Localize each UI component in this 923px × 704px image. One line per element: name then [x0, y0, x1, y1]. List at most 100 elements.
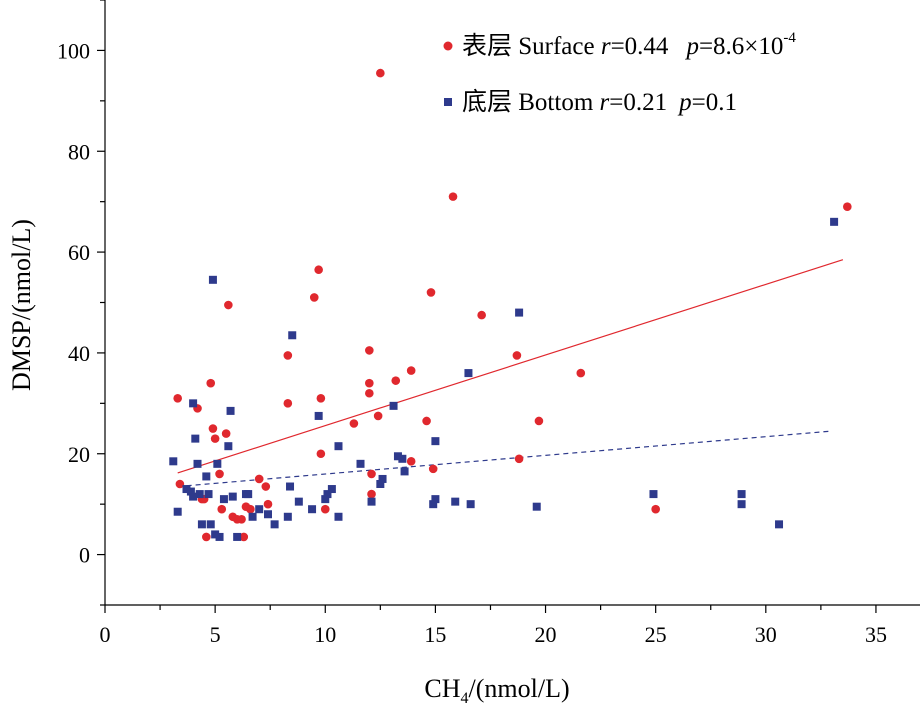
point-surface — [428, 464, 438, 474]
point-surface — [373, 411, 383, 421]
axes: 0 5 10 15 20 25 30 35 0 20 40 60 80 100 — [57, 0, 920, 647]
x-tick-label: 25 — [645, 622, 667, 647]
legend-surface-name: 表层 Surface — [462, 32, 595, 60]
point-bottom — [193, 459, 202, 468]
point-surface — [202, 532, 211, 542]
point-surface — [210, 434, 220, 443]
legend: 表层 Surface r=0.44 p=8.6×10-4 底层 Bottom r=… — [443, 30, 796, 116]
y-tick-label: 60 — [68, 240, 90, 265]
x-tick-label: 0 — [100, 622, 111, 647]
point-surface — [316, 393, 326, 403]
point-bottom — [314, 411, 323, 420]
x-tick-label: 30 — [755, 622, 777, 647]
point-surface — [422, 416, 431, 426]
legend-text-bottom: 底层 Bottom r=0.21 p=0.1 — [462, 88, 737, 116]
point-bottom — [189, 399, 198, 408]
legend-marker-surface — [443, 41, 453, 51]
legend-bottom-name: 底层 Bottom — [462, 88, 594, 116]
point-bottom — [775, 520, 784, 529]
point-bottom — [649, 490, 658, 499]
point-surface — [215, 469, 224, 479]
point-bottom — [398, 454, 407, 463]
point-surface — [367, 489, 376, 499]
point-bottom — [323, 490, 332, 499]
point-surface — [376, 68, 385, 78]
point-bottom — [244, 490, 253, 499]
point-bottom — [389, 401, 398, 410]
point-bottom — [206, 520, 215, 529]
point-bottom — [466, 500, 475, 509]
point-surface — [239, 532, 249, 542]
legend-entry-surface: 表层 Surface r=0.44 p=8.6×10-4 — [443, 30, 796, 60]
point-surface — [254, 474, 264, 484]
point-surface — [246, 504, 255, 514]
point-bottom — [737, 490, 746, 499]
point-surface — [224, 300, 233, 310]
point-bottom — [334, 442, 343, 451]
trend-line-surface — [177, 259, 844, 474]
point-bottom — [173, 507, 182, 516]
point-bottom — [195, 490, 204, 499]
legend-bottom-r-label: r — [600, 89, 610, 116]
point-surface — [283, 399, 293, 408]
point-bottom — [400, 467, 409, 476]
y-tick-label: 100 — [57, 38, 90, 63]
point-surface — [173, 393, 182, 403]
point-bottom — [226, 406, 235, 415]
y-axis-title: DMSP/(nmol/L) — [7, 219, 36, 391]
point-bottom — [431, 495, 440, 504]
legend-surface-p-label: p — [684, 33, 699, 60]
point-surface — [391, 376, 401, 385]
x-tick-label: 20 — [535, 622, 557, 647]
y-tick-label: 40 — [68, 341, 90, 366]
point-surface — [512, 351, 522, 360]
point-bottom — [376, 480, 385, 488]
point-surface — [263, 499, 273, 509]
data-points — [169, 68, 852, 542]
point-bottom — [197, 520, 206, 529]
point-bottom — [248, 512, 257, 521]
point-bottom — [737, 500, 746, 509]
legend-entry-bottom: 底层 Bottom r=0.21 p=0.1 — [444, 88, 737, 116]
point-surface — [237, 514, 246, 524]
point-surface — [406, 366, 416, 375]
x-axis-title-main: CH — [424, 674, 460, 703]
point-surface — [367, 469, 376, 479]
point-surface — [217, 504, 227, 514]
x-axis-title-subscript: 4 — [461, 690, 469, 704]
point-bottom — [224, 442, 233, 451]
point-surface — [514, 454, 524, 464]
point-bottom — [233, 532, 242, 541]
point-bottom — [393, 452, 402, 461]
point-surface — [349, 419, 359, 428]
y-tick-label: 20 — [68, 442, 90, 467]
legend-bottom-r-value: =0.21 — [609, 89, 667, 116]
point-bottom — [219, 495, 228, 504]
point-bottom — [464, 369, 473, 378]
point-bottom — [334, 512, 343, 521]
x-axis-title: CH4/(nmol/L) — [424, 674, 569, 704]
x-tick-label: 15 — [424, 622, 446, 647]
point-bottom — [451, 497, 460, 506]
point-surface — [309, 293, 319, 302]
point-bottom — [215, 532, 224, 541]
point-surface — [448, 192, 458, 201]
point-bottom — [367, 497, 376, 506]
point-surface — [426, 288, 436, 297]
trend-line-bottom — [177, 430, 832, 488]
point-surface — [221, 429, 231, 438]
point-bottom — [255, 505, 264, 514]
legend-surface-p-exponent: -4 — [783, 30, 796, 46]
point-surface — [406, 457, 416, 466]
point-surface — [175, 479, 185, 489]
point-surface — [477, 310, 486, 320]
point-surface — [320, 504, 330, 514]
point-surface — [651, 504, 660, 514]
point-bottom — [356, 459, 365, 468]
point-surface — [261, 482, 271, 491]
point-bottom — [515, 308, 524, 317]
point-bottom — [182, 485, 191, 494]
point-bottom — [204, 490, 213, 499]
x-axis-title-rest: /(nmol/L) — [469, 674, 570, 703]
point-bottom — [286, 482, 295, 491]
